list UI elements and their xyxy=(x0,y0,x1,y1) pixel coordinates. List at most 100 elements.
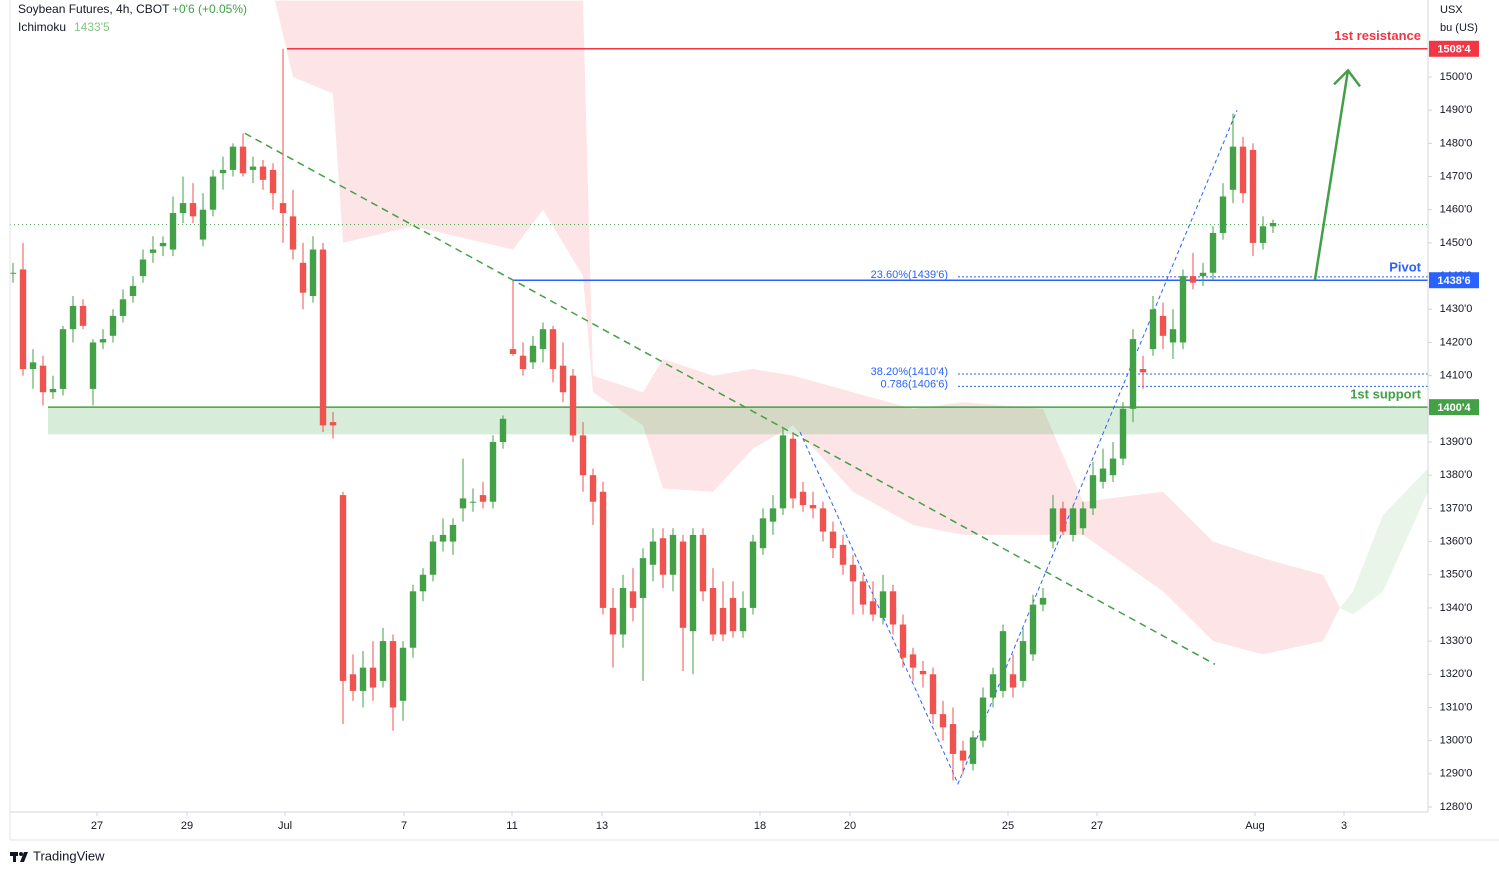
candle-body xyxy=(429,541,437,575)
x-tick-label: 3 xyxy=(1341,820,1347,832)
candle-body xyxy=(379,641,387,681)
candle-body xyxy=(859,581,867,605)
candle-body xyxy=(389,641,397,708)
candle-body xyxy=(539,329,547,350)
candle-body xyxy=(279,203,287,214)
candle-body xyxy=(919,670,927,675)
candle-body xyxy=(519,355,527,370)
y-tick-label: 1490'0 xyxy=(1440,104,1473,116)
candle-body xyxy=(1029,604,1037,655)
x-tick-label: 11 xyxy=(506,820,517,832)
candle-body xyxy=(599,491,607,608)
candle-body xyxy=(939,714,947,728)
price-tag-label: 1438'6 xyxy=(1437,275,1470,287)
candle-body xyxy=(99,339,107,343)
candle-body xyxy=(979,697,987,741)
candle-body xyxy=(89,342,97,389)
candle-body xyxy=(10,272,17,274)
y-tick-label: 1480'0 xyxy=(1440,137,1473,149)
candle-body xyxy=(899,624,907,658)
candle-body xyxy=(509,349,517,355)
candle-body xyxy=(149,249,157,253)
candle-body xyxy=(929,674,937,715)
arrow-head xyxy=(1333,68,1361,88)
candle-body xyxy=(1109,458,1117,476)
candle-body xyxy=(249,166,257,170)
candle-body xyxy=(1249,149,1257,243)
y-tick-label: 1280'0 xyxy=(1440,801,1473,813)
candle-body xyxy=(909,654,917,668)
candle-body xyxy=(229,146,237,170)
candle-body xyxy=(59,329,67,389)
candle-body xyxy=(409,591,417,648)
x-tick-label: 27 xyxy=(1091,820,1103,832)
candle-body xyxy=(639,558,647,598)
candle-body xyxy=(269,169,277,194)
candle-body xyxy=(959,750,967,761)
candle-body xyxy=(1219,196,1227,233)
indicator-name: Ichimoku xyxy=(18,20,66,34)
candle-body xyxy=(1099,468,1107,482)
candle-body xyxy=(259,166,267,180)
candle-body xyxy=(949,724,957,754)
candle-body xyxy=(399,647,407,701)
candle-body xyxy=(529,345,537,363)
price-change: +0'6 (+0.05%) xyxy=(172,2,247,16)
candle-body xyxy=(759,518,767,549)
y-tick-label: 1390'0 xyxy=(1440,436,1473,448)
candle-body xyxy=(109,315,117,336)
y-tick-label: 1360'0 xyxy=(1440,535,1473,547)
fib-swing-line xyxy=(799,109,1238,786)
candle-body xyxy=(289,216,297,250)
candle-body xyxy=(1019,641,1027,681)
candle-body xyxy=(299,262,307,293)
candle-body xyxy=(719,607,727,635)
y-tick-label: 1340'0 xyxy=(1440,602,1473,614)
x-tick-label: 18 xyxy=(754,820,766,832)
candle-body xyxy=(749,541,757,608)
candle-body xyxy=(189,203,197,217)
candle-body xyxy=(879,591,887,618)
chart-title: Soybean Futures, 4h, CBOT xyxy=(18,2,170,16)
candle-body xyxy=(29,362,37,370)
candle-body xyxy=(79,305,87,326)
y-tick-label: 1300'0 xyxy=(1440,735,1473,747)
candle-body xyxy=(1169,329,1177,343)
x-tick-label: Jul xyxy=(278,820,292,832)
candle-body xyxy=(119,299,127,316)
y-tick-label: 1500'0 xyxy=(1440,71,1473,83)
candle-body xyxy=(449,524,457,542)
unit-label: bu (US) xyxy=(1440,22,1478,34)
candle-body xyxy=(689,534,697,632)
candle-body xyxy=(1199,272,1207,277)
candle-body xyxy=(1139,369,1147,373)
candle-body xyxy=(1119,408,1127,459)
trend-line xyxy=(244,132,1216,665)
candle-body xyxy=(699,534,707,592)
candle-body xyxy=(239,146,247,174)
candle-body xyxy=(1259,226,1267,243)
indicator-value: 1433'5 xyxy=(74,20,110,34)
y-tick-label: 1330'0 xyxy=(1440,635,1473,647)
y-tick-label: 1350'0 xyxy=(1440,569,1473,581)
candle-body xyxy=(1039,597,1047,605)
candle-body xyxy=(969,737,977,764)
candle-body xyxy=(769,508,777,522)
candle-body xyxy=(129,286,137,296)
x-tick-label: 27 xyxy=(91,820,103,832)
candle-body xyxy=(729,597,737,632)
y-tick-label: 1460'0 xyxy=(1440,204,1473,216)
candle-body xyxy=(49,388,57,393)
candle-body xyxy=(349,674,357,691)
y-tick-label: 1470'0 xyxy=(1440,170,1473,182)
candle-body xyxy=(1209,232,1217,273)
candle-body xyxy=(629,591,637,608)
candle-body xyxy=(619,588,627,635)
level-label: 1st resistance xyxy=(1334,28,1421,43)
target-arrow xyxy=(1313,70,1350,280)
x-tick-label: 20 xyxy=(844,820,856,832)
candle-body xyxy=(319,249,327,426)
candle-body xyxy=(139,259,147,277)
